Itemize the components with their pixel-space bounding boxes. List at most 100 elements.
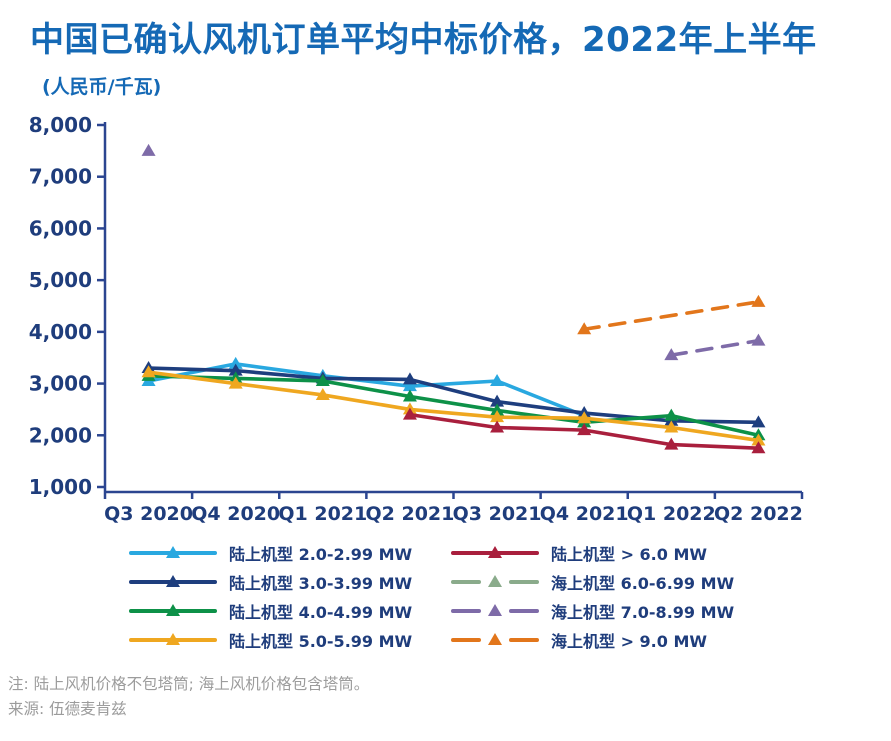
triangle-marker: [751, 333, 766, 346]
legend-swatch-solid-line: [129, 603, 217, 616]
legend-swatch-solid-line: [129, 545, 217, 558]
triangle-marker: [402, 389, 417, 402]
y-tick-label: 7,000: [29, 165, 92, 189]
legend-swatch-dashed-line: [451, 603, 539, 616]
legend-item: 陆上机型 5.0-5.99 MW: [128, 625, 450, 654]
chart-area: 1,000 2,000 3,000 4,000 5,000 6,000 7,000 8,000…: [0, 108, 891, 538]
series-line: [582, 428, 674, 447]
note-text: 注: 陆上风机价格不包塔筒; 海上风机价格包含塔筒。: [8, 675, 370, 693]
series-line: [233, 381, 325, 397]
legend: 陆上机型 2.0-2.99 MW 陆上机型 3.0-3.99 MW 陆上机型 4.0…: [128, 538, 772, 654]
triangle-marker: [488, 545, 502, 558]
triangle-marker: [141, 365, 156, 378]
series-line: [233, 362, 325, 378]
y-tick-label: 1,000: [29, 475, 92, 499]
series-line: [582, 300, 761, 332]
triangle-marker: [751, 433, 766, 446]
legend-label: 陆上机型 3.0-3.99 MW: [229, 573, 413, 593]
triangle-marker: [228, 356, 243, 369]
x-tick-label: Q1 2021: [278, 503, 367, 525]
triangle-marker: [166, 632, 180, 645]
triangle-marker: [402, 407, 417, 420]
series-line: [408, 394, 499, 413]
series-line: [495, 425, 586, 432]
triangle-marker: [490, 410, 505, 423]
series-line: [582, 416, 674, 430]
triangle-marker: [577, 423, 592, 436]
legend-swatch-solid-line: [451, 545, 539, 558]
y-tick-label: 4,000: [29, 320, 92, 344]
series-line: [408, 379, 499, 388]
triangle-marker: [315, 387, 330, 400]
y-tick-label: 5,000: [29, 268, 92, 292]
y-tick-label: 3,000: [29, 372, 92, 396]
legend-item: 海上机型 6.0-6.99 MW: [450, 567, 772, 596]
series-line: [408, 377, 499, 404]
triangle-marker: [166, 603, 180, 616]
series-line: [408, 412, 499, 430]
legend-swatch-solid-line: [129, 632, 217, 645]
footnotes: 注: 陆上风机价格不包塔筒; 海上风机价格包含塔筒。 来源: 伍德麦肯兹: [8, 672, 369, 722]
triangle-marker: [228, 363, 243, 376]
triangle-marker: [488, 632, 502, 645]
triangle-marker: [166, 545, 180, 558]
legend-item: 陆上机型 3.0-3.99 MW: [128, 567, 450, 596]
legend-item: 陆上机型 > 6.0 MW: [450, 538, 772, 567]
triangle-marker: [664, 408, 679, 421]
legend-swatch-dashed-line: [451, 632, 539, 645]
x-tick-label: Q2 2022: [714, 503, 803, 525]
page-title: 中国已确认风机订单平均中标价格，2022年上半年: [30, 20, 817, 60]
chart-unit-label: (人民币/千瓦): [42, 76, 162, 98]
x-tick-label: Q1 2022: [627, 503, 716, 525]
triangle-marker: [490, 403, 505, 416]
y-tick-label: 8,000: [29, 113, 92, 137]
series-line: [669, 338, 761, 357]
triangle-marker: [315, 373, 330, 386]
triangle-marker: [488, 574, 502, 587]
triangle-marker: [402, 379, 417, 392]
series-line: [146, 370, 238, 386]
triangle-marker: [141, 143, 156, 156]
triangle-marker: [664, 348, 679, 361]
triangle-marker: [577, 322, 592, 335]
legend-label: 海上机型 6.0-6.99 MW: [551, 573, 735, 593]
legend-label: 海上机型 7.0-8.99 MW: [551, 602, 735, 622]
series-line: [321, 393, 412, 412]
triangle-marker: [751, 415, 766, 428]
legend-item: 陆上机型 2.0-2.99 MW: [128, 538, 450, 567]
series-line: [495, 399, 586, 415]
triangle-marker: [751, 441, 766, 454]
x-tick-label: Q3 2021: [453, 503, 542, 525]
y-tick-label: 6,000: [29, 216, 92, 240]
triangle-marker: [166, 574, 180, 587]
triangle-marker: [664, 437, 679, 450]
legend-label: 陆上机型 2.0-2.99 MW: [229, 544, 413, 564]
legend-item: 海上机型 > 9.0 MW: [450, 625, 772, 654]
triangle-marker: [228, 376, 243, 389]
price-line-chart: 1,000 2,000 3,000 4,000 5,000 6,000 7,000 8,000…: [29, 113, 804, 525]
triangle-marker: [577, 411, 592, 424]
legend-label: 海上机型 > 9.0 MW: [551, 631, 708, 651]
legend-swatch-dashed-line: [451, 574, 539, 587]
series-line: [669, 413, 761, 438]
legend-label: 陆上机型 > 6.0 MW: [551, 544, 708, 564]
series-line: [495, 415, 586, 421]
triangle-marker: [664, 420, 679, 433]
series-line: [582, 411, 674, 423]
legend-item: 陆上机型 4.0-4.99 MW: [128, 596, 450, 625]
series-line: [233, 368, 325, 381]
legend-label: 陆上机型 5.0-5.99 MW: [229, 631, 413, 651]
x-tick-label: Q2 2021: [366, 503, 455, 525]
triangle-marker: [490, 420, 505, 433]
triangle-marker: [490, 373, 505, 386]
source-text: 来源: 伍德麦肯兹: [8, 700, 127, 718]
series-line: [669, 442, 761, 451]
legend-item: 海上机型 7.0-8.99 MW: [450, 596, 772, 625]
series-line: [146, 362, 238, 383]
triangle-marker: [488, 603, 502, 616]
series-line: [233, 376, 325, 383]
triangle-marker: [490, 394, 505, 407]
y-tick-label: 2,000: [29, 423, 92, 447]
legend-label: 陆上机型 4.0-4.99 MW: [229, 602, 413, 622]
x-tick-label: Q4 2021: [540, 503, 629, 525]
